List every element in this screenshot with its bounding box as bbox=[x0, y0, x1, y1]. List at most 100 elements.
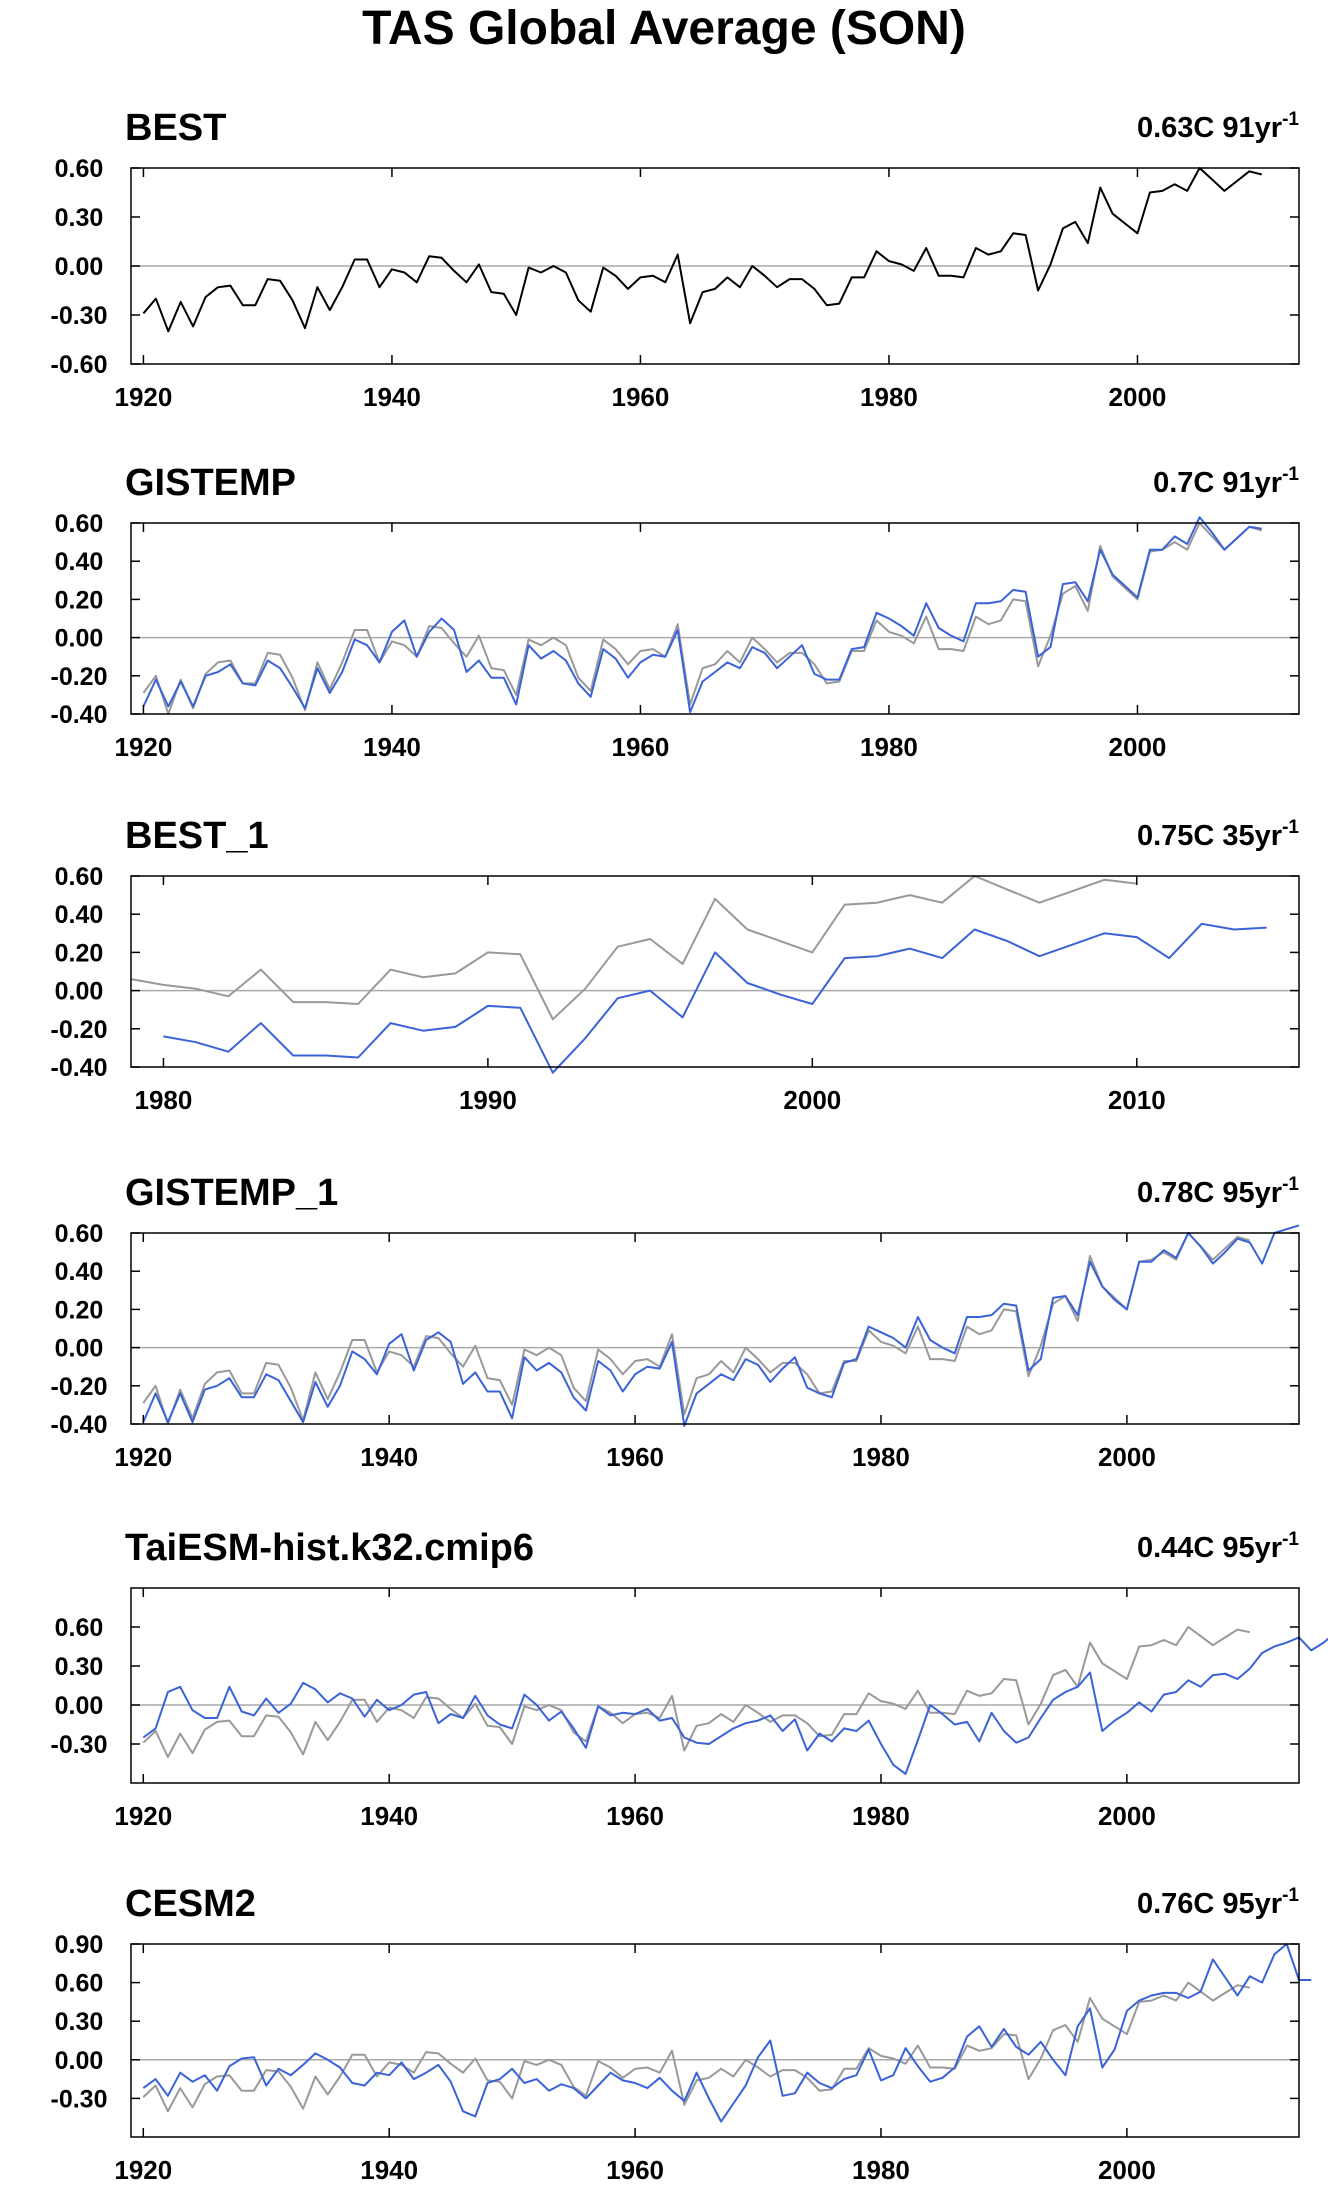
xtick-label: 1960 bbox=[612, 382, 670, 412]
xtick-label: 1920 bbox=[114, 1801, 172, 1831]
ytick-label: 0.40 bbox=[55, 1258, 104, 1286]
xtick-label: 1940 bbox=[360, 2155, 418, 2185]
ytick-label: 0.40 bbox=[55, 548, 104, 576]
panel-2: GISTEMP 0.7C 91yr-1 -0.40 -0.20 0.00 0.20 0.40… bbox=[51, 462, 1300, 762]
xtick-label: 1940 bbox=[363, 382, 421, 412]
trend-value: 0.7C 91yr bbox=[1153, 467, 1282, 499]
panel-title: BEST_1 bbox=[125, 815, 269, 857]
xtick-label: 2000 bbox=[1109, 382, 1167, 412]
xtick-label: 2000 bbox=[783, 1085, 841, 1115]
panel-title: CESM2 bbox=[125, 1883, 256, 1925]
plot-frame bbox=[130, 522, 1300, 715]
series-line-1 bbox=[130, 875, 1137, 1021]
trend-value: 0.44C 95yr bbox=[1137, 1532, 1282, 1564]
panel-title: TaiESM-hist.k32.cmip6 bbox=[125, 1527, 534, 1569]
panel-1: BEST 0.63C 91yr-1 -0.60 -0.30 0.00 0.30 0.60 19… bbox=[51, 107, 1300, 412]
xtick-label: 1990 bbox=[459, 1085, 517, 1115]
ytick-label: 0.00 bbox=[55, 625, 104, 653]
xtick-label: 2000 bbox=[1098, 2155, 1156, 2185]
xtick-label: 1920 bbox=[115, 382, 173, 412]
series-line-2 bbox=[163, 922, 1267, 1074]
xtick-label: 1920 bbox=[115, 732, 173, 762]
trend-value: 0.78C 95yr bbox=[1137, 1177, 1282, 1209]
trend-value: 0.75C 35yr bbox=[1137, 820, 1282, 852]
ytick-label: -0.30 bbox=[51, 2085, 108, 2113]
trend-label: 0.78C 95yr-1 bbox=[1137, 1174, 1299, 1209]
series-line-2 bbox=[142, 516, 1262, 714]
series-line-2 bbox=[142, 1636, 1328, 1775]
xtick-label: 1980 bbox=[860, 382, 918, 412]
xtick-label: 1980 bbox=[852, 2155, 910, 2185]
panel-6: CESM2 0.76C 95yr-1 -0.30 0.00 0.30 0.60 0.90 19… bbox=[51, 1883, 1312, 2185]
ytick-label: -0.20 bbox=[51, 1016, 108, 1044]
ytick-label: 0.30 bbox=[55, 204, 104, 232]
ytick-label: -0.40 bbox=[51, 701, 108, 729]
trend-label: 0.76C 95yr-1 bbox=[1137, 1885, 1299, 1920]
ytick-label: 0.60 bbox=[55, 1220, 104, 1248]
xtick-label: 1920 bbox=[114, 2155, 172, 2185]
figure-title: TAS Global Average (SON) bbox=[362, 2, 966, 55]
series-line-2 bbox=[142, 1224, 1300, 1427]
xtick-label: 2010 bbox=[1108, 1085, 1166, 1115]
ytick-label: -0.20 bbox=[51, 1373, 108, 1401]
plot-frame bbox=[130, 875, 1300, 1068]
xtick-label: 1940 bbox=[360, 1442, 418, 1472]
series-line-1 bbox=[142, 1626, 1251, 1758]
series-line-1 bbox=[142, 1981, 1250, 2113]
xtick-label: 1960 bbox=[606, 1442, 664, 1472]
ytick-label: -0.30 bbox=[51, 1731, 108, 1759]
panel-title: GISTEMP_1 bbox=[125, 1172, 338, 1214]
trend-exponent: -1 bbox=[1282, 464, 1299, 485]
ytick-label: 0.20 bbox=[55, 939, 104, 967]
panel-5: TaiESM-hist.k32.cmip6 0.44C 95yr-1 -0.30 0.… bbox=[51, 1527, 1328, 1831]
ytick-label: 0.00 bbox=[55, 978, 104, 1006]
series-line-1 bbox=[142, 167, 1262, 333]
xtick-label: 1980 bbox=[135, 1085, 193, 1115]
trend-exponent: -1 bbox=[1282, 109, 1299, 130]
ytick-label: -0.30 bbox=[51, 302, 108, 330]
trend-exponent: -1 bbox=[1282, 1174, 1299, 1195]
trend-label: 0.63C 91yr-1 bbox=[1137, 109, 1299, 144]
trend-label: 0.75C 35yr-1 bbox=[1137, 817, 1299, 852]
ytick-label: 0.60 bbox=[55, 1614, 104, 1642]
xtick-label: 1960 bbox=[606, 1801, 664, 1831]
ytick-label: 0.60 bbox=[55, 510, 104, 538]
xtick-label: 1960 bbox=[612, 732, 670, 762]
trend-exponent: -1 bbox=[1282, 1885, 1299, 1906]
trend-exponent: -1 bbox=[1282, 1529, 1299, 1550]
trend-value: 0.63C 91yr bbox=[1137, 112, 1282, 144]
ytick-label: 0.60 bbox=[55, 1970, 104, 1998]
trend-label: 0.7C 91yr-1 bbox=[1153, 464, 1299, 499]
ytick-label: 0.00 bbox=[55, 2047, 104, 2075]
ytick-label: 0.20 bbox=[55, 586, 104, 614]
plot-frame bbox=[130, 1943, 1300, 2138]
ytick-label: 0.90 bbox=[55, 1931, 104, 1959]
ytick-label: -0.40 bbox=[51, 1054, 108, 1082]
xtick-label: 1940 bbox=[363, 732, 421, 762]
panel-title: GISTEMP bbox=[125, 462, 296, 504]
trend-label: 0.44C 95yr-1 bbox=[1137, 1529, 1299, 1564]
plot-frame bbox=[130, 1232, 1300, 1425]
xtick-label: 2000 bbox=[1098, 1801, 1156, 1831]
panel-title: BEST bbox=[125, 107, 226, 149]
xtick-label: 1920 bbox=[114, 1442, 172, 1472]
xtick-label: 1980 bbox=[852, 1442, 910, 1472]
panels: BEST 0.63C 91yr-1-0.60-0.300.000.300.6019… bbox=[51, 107, 1328, 2185]
ytick-label: 0.30 bbox=[55, 2008, 104, 2036]
xtick-label: 1980 bbox=[852, 1801, 910, 1831]
trend-exponent: -1 bbox=[1282, 817, 1299, 838]
trend-value: 0.76C 95yr bbox=[1137, 1888, 1282, 1920]
ytick-label: -0.20 bbox=[51, 663, 108, 691]
xtick-label: 2000 bbox=[1098, 1442, 1156, 1472]
panel-3: BEST_1 0.75C 35yr-1 -0.40 -0.20 0.00 0.20 0.40… bbox=[51, 815, 1300, 1115]
xtick-label: 1940 bbox=[360, 1801, 418, 1831]
series-line-1 bbox=[142, 522, 1262, 715]
xtick-label: 1980 bbox=[860, 732, 918, 762]
ytick-label: 0.20 bbox=[55, 1296, 104, 1324]
ytick-label: 0.00 bbox=[55, 1335, 104, 1363]
xtick-label: 1960 bbox=[606, 2155, 664, 2185]
ytick-label: 0.00 bbox=[55, 253, 104, 281]
ytick-label: -0.60 bbox=[51, 351, 108, 379]
xtick-label: 2000 bbox=[1109, 732, 1167, 762]
